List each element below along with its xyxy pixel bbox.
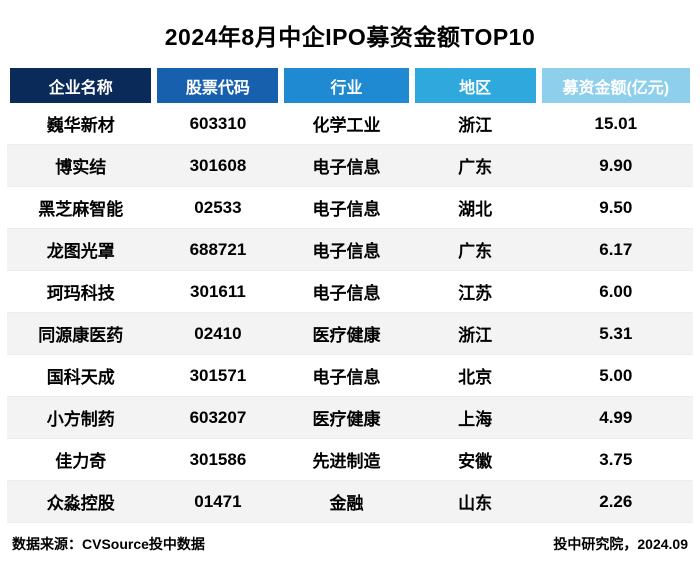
table-cell: 黑芝麻智能 [38,200,124,219]
table-row: 龙图光罩 688721 电子信息 广东 6.17 [7,229,693,271]
table-cell: 金融 [329,494,364,513]
table-cell: 佳力奇 [55,452,107,471]
table-cell: 化学工业 [312,116,381,135]
table-cell: 301611 [190,281,246,301]
table-row: 博实结 301608 电子信息 广东 9.90 [7,145,693,187]
table-cell: 国科天成 [46,368,115,387]
table-cell: 301608 [189,155,247,175]
table-cell: 301586 [189,449,247,469]
table-cell: 2.26 [599,491,633,511]
table-cell: 北京 [458,368,493,387]
table-cell: 珂玛科技 [46,284,115,303]
data-source-note: 数据来源：CVSource投中数据 [12,536,205,552]
table-cell: 3.75 [599,449,633,469]
table-cell: 山东 [458,494,493,513]
table-cell: 4.99 [599,407,633,427]
table-cell: 5.00 [599,365,633,385]
table-cell: 电子信息 [312,158,381,177]
table-row: 黑芝麻智能 02533 电子信息 湖北 9.50 [7,187,693,229]
table-cell: 688721 [189,239,247,259]
table-cell: 电子信息 [312,200,381,219]
table-cell: 湖北 [458,200,493,219]
column-header-4: 地区 [411,68,539,103]
table-cell: 301571 [189,365,247,385]
ipo-table: 企业名称 股票代码 行业 地区 募资金额(亿元) 巍华新材 603310 化学工业 浙江 15.… [7,68,693,523]
table-cell: 5.31 [599,323,633,343]
column-header-2: 股票代码 [154,68,282,103]
table-cell: 巍华新材 [46,116,115,135]
table-cell: 医疗健康 [312,410,381,429]
table-cell: 电子信息 [312,368,381,387]
table-body: 巍华新材 603310 化学工业 浙江 15.01 博实结 301608 电子信息 广东 9.90… [7,103,693,523]
table-row: 小方制药 603207 医疗健康 上海 4.99 [7,397,693,439]
table-cell: 01471 [194,491,242,511]
table-cell: 安徽 [458,452,493,471]
table-row: 珂玛科技 301611 电子信息 江苏 6.00 [7,271,693,313]
table-row: 巍华新材 603310 化学工业 浙江 15.01 [7,103,693,145]
credit-note: 投中研究院，2024.09 [553,536,688,552]
table-cell: 江苏 [458,284,493,303]
table-cell: 广东 [458,158,493,177]
table-cell: 小方制药 [46,410,115,429]
table-cell: 上海 [458,410,493,429]
table-cell: 15.01 [594,113,638,133]
page-title: 2024年8月中企IPO募资金额TOP10 [164,24,536,50]
table-cell: 603207 [189,407,247,427]
column-header-1: 企业名称 [7,68,155,103]
table-cell: 6.00 [599,281,633,301]
table-cell: 医疗健康 [312,326,381,345]
table-cell: 6.17 [599,239,633,259]
column-header-3: 行业 [281,68,412,103]
table-cell: 众淼控股 [46,494,115,513]
footer: 数据来源：CVSource投中数据 投中研究院，2024.09 [7,534,693,556]
table-cell: 先进制造 [312,452,381,471]
table-row: 佳力奇 301586 先进制造 安徽 3.75 [7,439,693,481]
table-cell: 9.90 [599,155,633,175]
table-cell: 02410 [194,323,242,343]
table-row: 国科天成 301571 电子信息 北京 5.00 [7,355,693,397]
table-header-row: 企业名称 股票代码 行业 地区 募资金额(亿元) [7,68,693,103]
table-cell: 浙江 [458,116,493,135]
table-cell: 浙江 [458,326,493,345]
table-cell: 龙图光罩 [46,242,115,261]
table-cell: 02533 [194,197,242,217]
table-cell: 603310 [189,113,247,133]
table-cell: 9.50 [599,197,633,217]
table-row: 众淼控股 01471 金融 山东 2.26 [7,481,693,523]
table-cell: 博实结 [55,158,107,177]
table-row: 同源康医药 02410 医疗健康 浙江 5.31 [7,313,693,355]
table-cell: 广东 [458,242,493,261]
table-cell: 电子信息 [312,284,381,303]
column-header-5: 募资金额(亿元) [538,68,693,103]
table-cell: 同源康医药 [38,326,124,345]
table-cell: 电子信息 [312,242,381,261]
